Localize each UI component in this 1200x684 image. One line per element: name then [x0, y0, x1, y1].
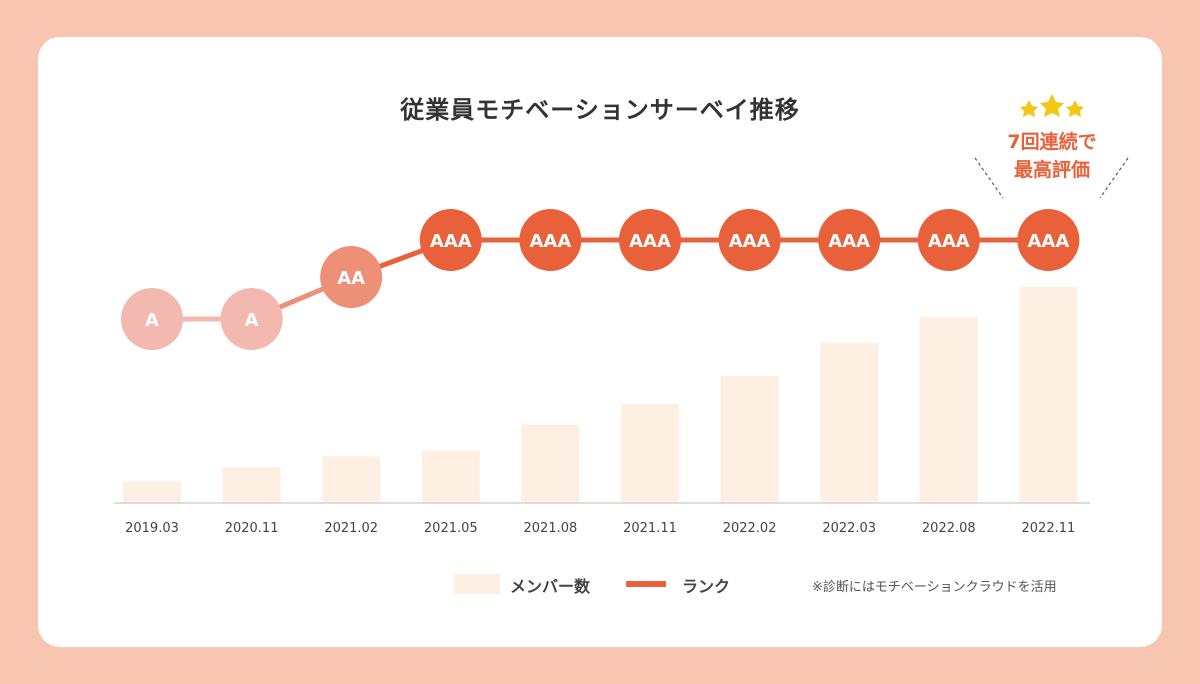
best-rating-badge: 7回連続で 最高評価	[990, 128, 1114, 184]
rank-point-2021.02	[320, 246, 383, 308]
rank-point-2021.08	[519, 209, 582, 271]
x-tick-label: 2020.11	[225, 521, 279, 536]
badge-line-1: 7回連続で	[1007, 131, 1097, 153]
rank-point-2019.03	[121, 288, 183, 350]
x-tick-label: 2022.08	[922, 521, 976, 536]
rank-label: AA	[337, 268, 365, 289]
rank-label: AAA	[729, 231, 771, 252]
x-tick-label: 2019.03	[125, 521, 179, 536]
legend-bars-label: メンバー数	[510, 577, 591, 596]
rank-label: AAA	[828, 231, 870, 252]
rank-label: AAA	[928, 231, 970, 252]
chart-title: 従業員モチベーションサーベイ推移	[400, 96, 800, 124]
x-tick-label: 2021.05	[424, 521, 478, 536]
rank-label: A	[245, 310, 259, 331]
rank-label: AAA	[629, 231, 671, 252]
x-tick-label: 2021.11	[623, 521, 677, 536]
rank-label: A	[145, 310, 159, 331]
rank-point-2022.08	[917, 209, 980, 271]
badge-dash-left	[974, 157, 1004, 199]
bar-2021.08	[521, 424, 580, 503]
rank-point-2021.05	[419, 209, 482, 271]
badge-line-2: 最高評価	[1013, 159, 1090, 181]
x-tick-label: 2021.02	[324, 521, 378, 536]
rank-point-2021.11	[619, 209, 681, 271]
x-tick-label: 2022.02	[723, 521, 777, 536]
bar-2019.03	[123, 481, 181, 503]
rank-label: AAA	[430, 231, 472, 252]
rank-point-2022.11	[1017, 209, 1080, 271]
star-icon	[1066, 100, 1084, 117]
bar-2022.08	[919, 316, 978, 503]
rank-point-2020.11	[220, 288, 283, 350]
bar-2021.02	[322, 456, 381, 503]
badge-dash-right	[1099, 157, 1129, 199]
rank-point-2022.03	[818, 209, 881, 271]
x-tick-label: 2021.08	[524, 521, 578, 536]
bar-2022.03	[820, 342, 879, 503]
bar-2021.11	[621, 403, 679, 503]
x-tick-label: 2022.03	[822, 521, 876, 536]
star-icon	[1020, 100, 1038, 117]
bar-2021.05	[421, 450, 480, 503]
bar-2020.11	[222, 467, 281, 503]
star-icon	[1040, 94, 1064, 117]
rank-label: AAA	[530, 231, 572, 252]
x-tick-label: 2022.11	[1022, 521, 1076, 536]
legend-line-swatch	[626, 581, 666, 587]
footnote: ※診断にはモチベーションクラウドを活用	[812, 580, 1057, 595]
rank-label: AAA	[1028, 231, 1070, 252]
rank-point-2022.02	[718, 209, 781, 271]
bar-2022.11	[1019, 286, 1078, 503]
bar-2022.02	[720, 376, 779, 503]
legend-line-label: ランク	[682, 577, 731, 596]
legend-bars-swatch	[454, 574, 500, 594]
